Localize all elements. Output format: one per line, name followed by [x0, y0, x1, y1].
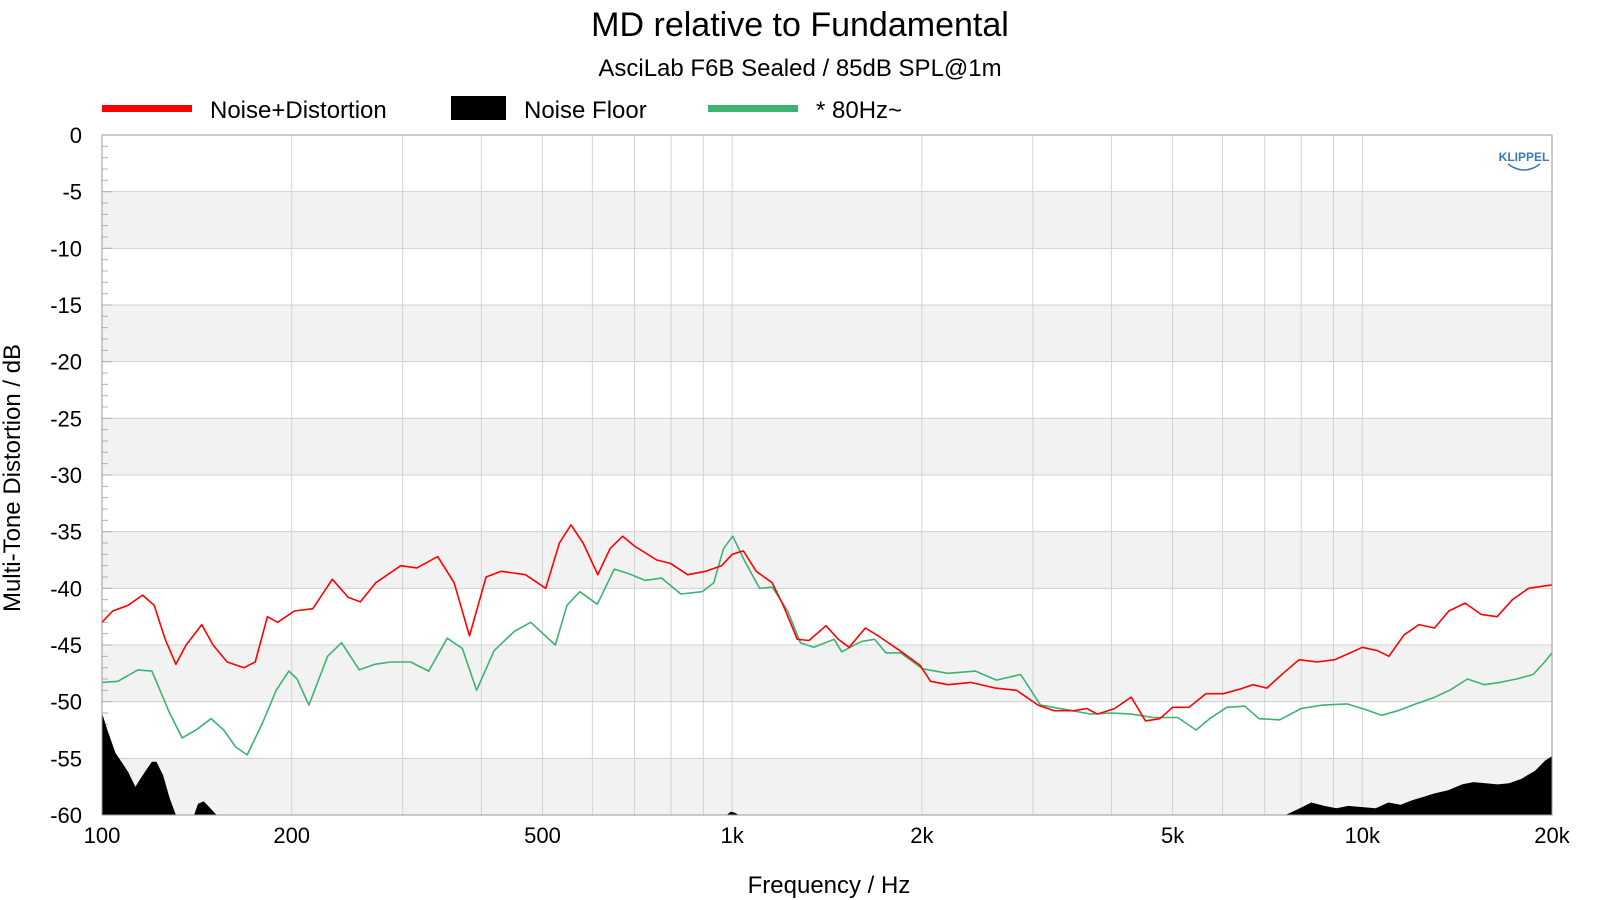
legend-label-noise-distortion: Noise+Distortion — [210, 97, 387, 124]
plot-background-bands — [102, 135, 1552, 815]
y-tick-label: -5 — [62, 180, 82, 205]
y-tick-label: -35 — [50, 520, 82, 545]
y-tick-labels: 0 -5 -10 -15 -20 -25 -30 -35 -40 -45 -50 -55 -60 — [50, 123, 82, 828]
klippel-logo-text: KLIPPEL — [1499, 150, 1550, 164]
klippel-logo-swoosh — [1507, 163, 1541, 171]
series-layer — [101, 524, 1553, 815]
series-noise-floor — [102, 713, 1552, 815]
y-tick-label: -30 — [50, 463, 82, 488]
legend-label-noise-floor: Noise Floor — [524, 97, 647, 124]
legend: Noise+Distortion Noise Floor * 80Hz~ — [102, 96, 902, 124]
legend-swatch-noise-floor — [451, 96, 506, 120]
y-axis-label: Multi-Tone Distortion / dB — [0, 344, 26, 612]
plot-band — [102, 191, 1552, 249]
legend-swatch-noise-distortion — [102, 105, 192, 112]
plot-band — [102, 248, 1552, 305]
plot-band — [102, 135, 1552, 192]
plot-band — [102, 645, 1552, 702]
chart-title: MD relative to Fundamental — [591, 6, 1009, 44]
x-tick-label: 5k — [1161, 823, 1185, 848]
plot-band — [102, 701, 1552, 759]
y-tick-label: -15 — [50, 293, 82, 318]
series-80hz — [101, 535, 1553, 756]
plot-band — [102, 531, 1552, 589]
x-tick-label: 1k — [721, 823, 745, 848]
y-tick-label: -60 — [50, 803, 82, 828]
plot-band — [102, 475, 1552, 532]
y-tick-label: -20 — [50, 350, 82, 375]
series-noise-distortion — [101, 524, 1553, 722]
y-tick-label: 0 — [70, 123, 82, 148]
y-tick-label: -45 — [50, 633, 82, 658]
legend-item-80hz[interactable]: * 80Hz~ — [708, 97, 902, 124]
x-tick-label: 20k — [1534, 823, 1570, 848]
legend-item-noise-floor[interactable]: Noise Floor — [451, 96, 647, 124]
plot-band — [102, 418, 1552, 475]
y-tick-label: -10 — [50, 236, 82, 261]
chart-subtitle: AsciLab F6B Sealed / 85dB SPL@1m — [598, 55, 1001, 82]
x-tick-label: 200 — [273, 823, 310, 848]
plot-frame — [101, 134, 1553, 816]
legend-label-80hz: * 80Hz~ — [816, 97, 902, 124]
x-tick-label: 100 — [84, 823, 121, 848]
plot-band — [102, 758, 1552, 815]
legend-swatch-80hz — [708, 105, 798, 112]
y-tick-label: -25 — [50, 406, 82, 431]
x-tick-label: 10k — [1345, 823, 1381, 848]
y-tick-label: -55 — [50, 746, 82, 771]
y-tick-label: -50 — [50, 690, 82, 715]
y-tick-label: -40 — [50, 576, 82, 601]
x-tick-labels: 100 200 500 1k 2k 5k 10k 20k — [84, 823, 1571, 848]
x-axis-label: Frequency / Hz — [748, 872, 911, 899]
x-tick-label: 500 — [524, 823, 561, 848]
x-tick-label: 2k — [910, 823, 934, 848]
klippel-logo: KLIPPEL — [1499, 150, 1550, 171]
plot-band — [102, 305, 1552, 362]
legend-item-noise-distortion[interactable]: Noise+Distortion — [102, 97, 387, 124]
plot-band — [102, 361, 1552, 419]
plot-band — [102, 588, 1552, 645]
